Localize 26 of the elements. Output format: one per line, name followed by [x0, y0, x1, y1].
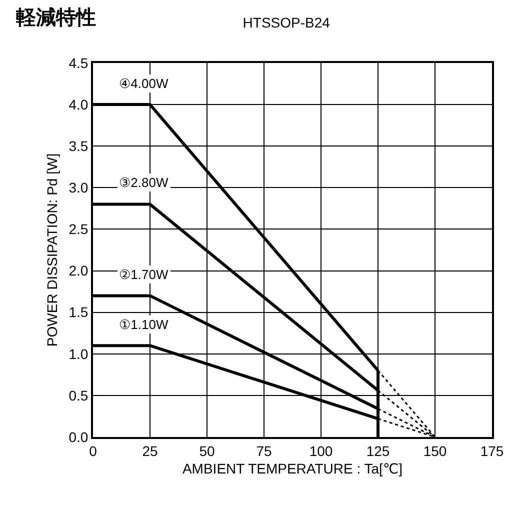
series-label: ④4.00W — [119, 76, 169, 91]
series-label: ②1.70W — [119, 267, 169, 282]
series-label: ①1.10W — [119, 317, 169, 332]
x-tick-label: 175 — [480, 442, 504, 459]
chart-title: 軽減特性 — [15, 7, 96, 29]
x-tick-label: 100 — [309, 442, 333, 459]
y-tick-label: 1.5 — [68, 304, 88, 320]
series-label: ③2.80W — [119, 175, 169, 190]
y-tick-label: 0.5 — [68, 387, 88, 404]
y-tick-label: 3.5 — [68, 138, 88, 154]
chart-subtitle: HTSSOP-B24 — [242, 14, 330, 31]
y-axis-title: POWER DISSIPATION: Pd [W] — [44, 153, 60, 347]
y-tick-label: 2.0 — [68, 262, 88, 279]
x-tick-label: 0 — [89, 442, 98, 459]
x-tick-label: 25 — [142, 442, 158, 459]
x-tick-label: 50 — [199, 442, 215, 459]
x-tick-label: 150 — [423, 442, 447, 459]
x-tick-label: 75 — [256, 442, 272, 459]
x-axis-title: AMBIENT TEMPERATURE : Ta[℃] — [182, 460, 403, 477]
y-tick-label: 1.0 — [68, 346, 88, 362]
y-tick-label: 3.0 — [68, 180, 88, 196]
y-tick-label: 2.5 — [68, 221, 88, 238]
y-tick-label: 0.0 — [68, 428, 88, 445]
y-tick-label: 4.0 — [68, 96, 88, 112]
y-tick-label: 4.5 — [68, 54, 88, 71]
x-tick-label: 125 — [366, 442, 390, 459]
